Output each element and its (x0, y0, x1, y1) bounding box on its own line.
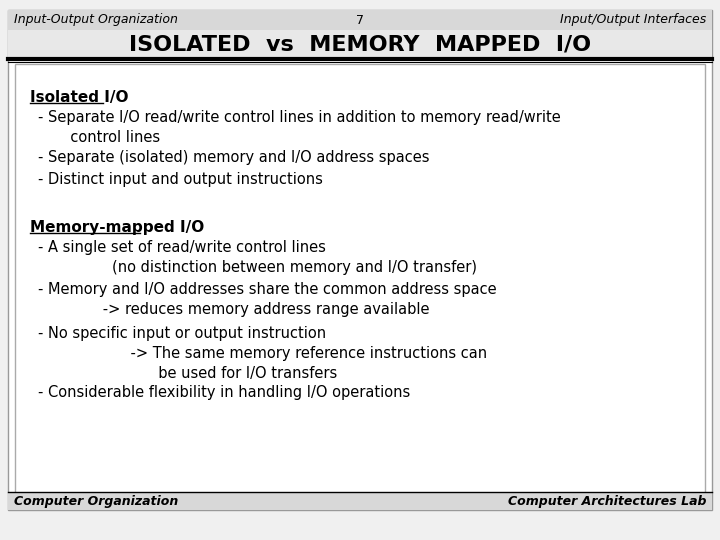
Text: ISOLATED  vs  MEMORY  MAPPED  I/O: ISOLATED vs MEMORY MAPPED I/O (129, 34, 591, 54)
Text: - Separate I/O read/write control lines in addition to memory read/write
       : - Separate I/O read/write control lines … (38, 110, 561, 145)
Text: - A single set of read/write control lines
                (no distinction betwe: - A single set of read/write control lin… (38, 240, 477, 275)
Text: - No specific input or output instruction
                    -> The same memory: - No specific input or output instructio… (38, 326, 487, 381)
Text: Input-Output Organization: Input-Output Organization (14, 14, 178, 26)
Bar (8, 492, 712, 510)
Bar (8, 10, 712, 30)
Text: Computer Architectures Lab: Computer Architectures Lab (508, 495, 706, 508)
Text: Computer Organization: Computer Organization (14, 495, 179, 508)
Text: - Memory and I/O addresses share the common address space
              -> reduc: - Memory and I/O addresses share the com… (38, 282, 497, 317)
Text: Isolated I/O: Isolated I/O (30, 90, 128, 105)
Text: - Distinct input and output instructions: - Distinct input and output instructions (38, 172, 323, 187)
Text: Memory-mapped I/O: Memory-mapped I/O (30, 220, 204, 235)
Text: - Separate (isolated) memory and I/O address spaces: - Separate (isolated) memory and I/O add… (38, 150, 430, 165)
Bar (15, 64, 705, 502)
Text: 7: 7 (356, 14, 364, 26)
Text: - Considerable flexibility in handling I/O operations: - Considerable flexibility in handling I… (38, 385, 410, 400)
Text: Input/Output Interfaces: Input/Output Interfaces (559, 14, 706, 26)
Bar (8, 30, 712, 58)
